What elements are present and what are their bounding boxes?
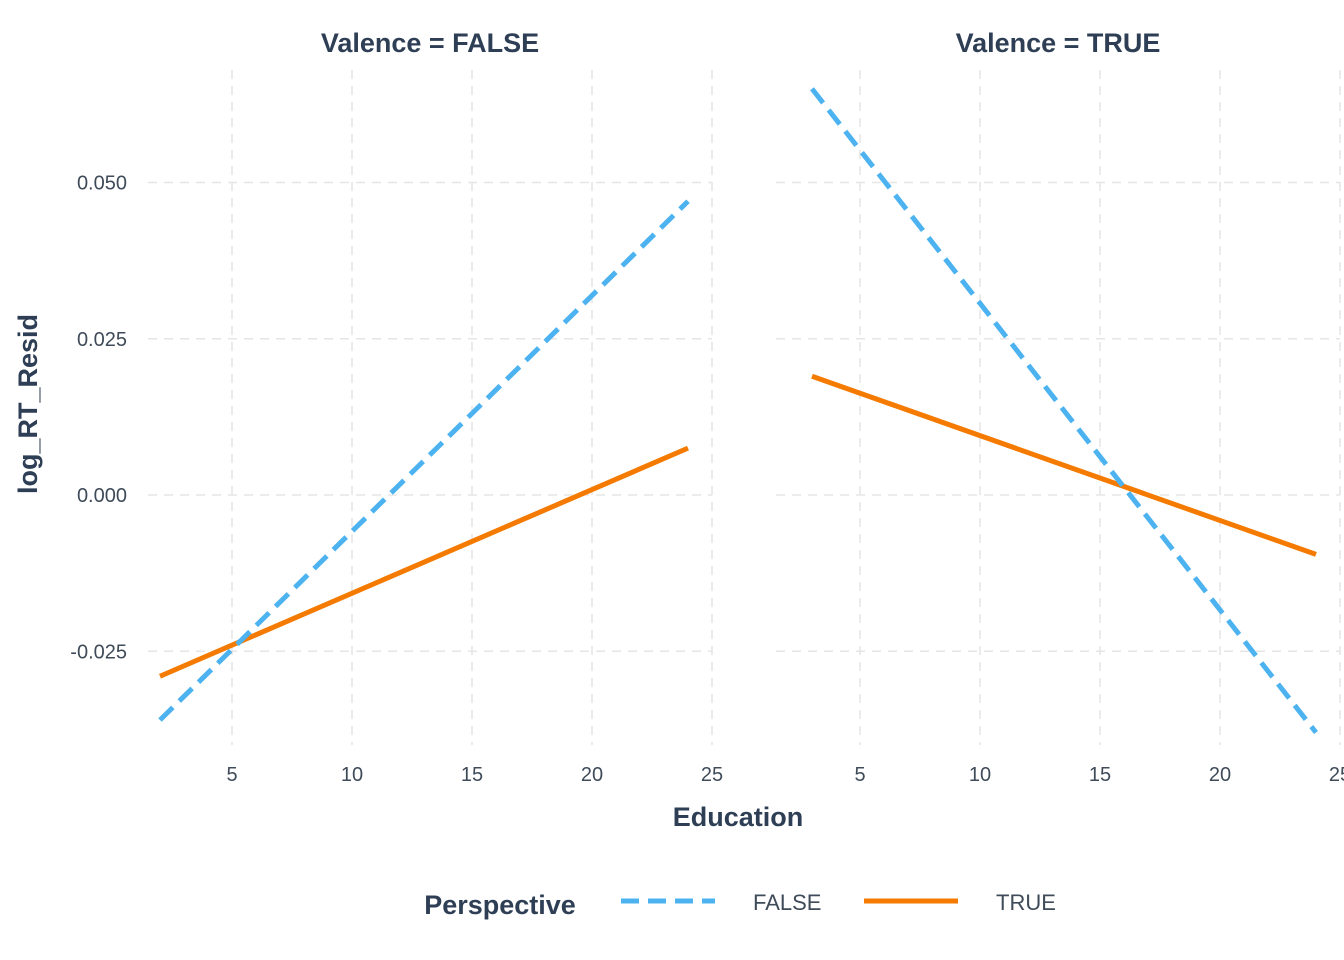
y-tick-label: -0.025 xyxy=(70,641,127,663)
x-axis-title: Education xyxy=(673,802,804,832)
y-tick-label: 0.000 xyxy=(77,485,127,507)
y-axis-title: log_RT_Resid xyxy=(13,314,43,494)
x-tick-label: 20 xyxy=(1209,764,1231,786)
y-tick-label: 0.025 xyxy=(77,329,127,351)
x-tick-label: 20 xyxy=(581,764,603,786)
series-line-false xyxy=(810,87,1318,735)
x-tick-label: 10 xyxy=(969,764,991,786)
x-tick-label: 15 xyxy=(1089,764,1111,786)
panel-2: Valence = TRUE 5 10 15 20 25 xyxy=(776,28,1344,786)
x-tick-label: 5 xyxy=(226,764,237,786)
x-tick-label: 10 xyxy=(341,764,363,786)
panel-1: Valence = FALSE 5 10 15 20 25 -0.025 0.000 0.025… xyxy=(70,28,723,786)
panel-title: Valence = FALSE xyxy=(321,28,539,58)
x-tick-label: 15 xyxy=(461,764,483,786)
y-tick-label: 0.050 xyxy=(77,173,127,195)
x-tick-label: 25 xyxy=(701,764,723,786)
x-tick-label: 25 xyxy=(1329,764,1344,786)
panel-title: Valence = TRUE xyxy=(956,28,1161,58)
series-line-true xyxy=(811,373,1317,557)
legend-title: Perspective xyxy=(424,890,576,920)
series-line-true xyxy=(159,445,689,679)
series-line-false xyxy=(158,199,690,722)
legend-label-false: FALSE xyxy=(753,890,821,915)
x-tick-label: 5 xyxy=(854,764,865,786)
legend: Perspective FALSE TRUE xyxy=(424,890,1056,920)
legend-label-true: TRUE xyxy=(996,890,1056,915)
